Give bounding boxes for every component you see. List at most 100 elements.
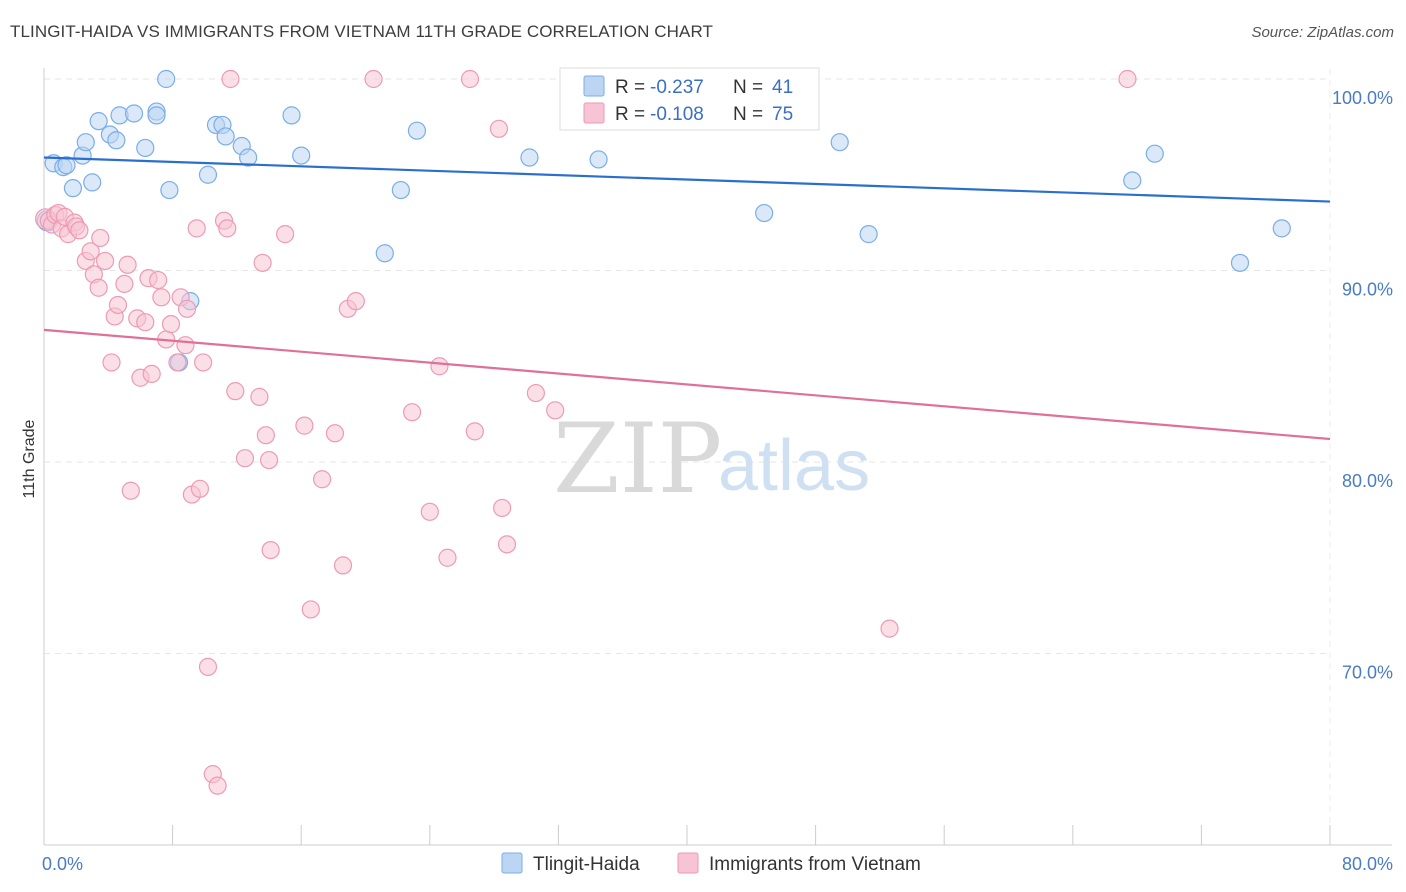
- data-point: [430, 357, 449, 376]
- data-point: [161, 315, 181, 334]
- series-legend-swatch-tlingit-haida: [501, 852, 523, 874]
- y-tick-label: 90.0%: [1342, 280, 1393, 300]
- data-point: [276, 225, 295, 244]
- trend-line-tlingit-haida: [43, 156, 1331, 203]
- data-point: [259, 450, 279, 470]
- legend-n-value-0: 41: [772, 77, 793, 98]
- data-point: [149, 270, 168, 290]
- data-point: [176, 336, 195, 355]
- data-point: [1145, 144, 1164, 163]
- correlation-legend: R = -0.237 N = 41 R = -0.108 N = 75: [559, 67, 820, 131]
- y-tick-label: 100.0%: [1332, 88, 1393, 108]
- data-point: [198, 657, 218, 677]
- data-point: [253, 253, 272, 272]
- data-point: [526, 383, 545, 403]
- data-point: [81, 242, 100, 261]
- watermark-zip: ZIP: [553, 403, 722, 515]
- data-point: [391, 180, 410, 200]
- data-point: [1123, 171, 1142, 190]
- data-point: [420, 502, 439, 521]
- data-point: [142, 364, 161, 384]
- data-point: [239, 148, 258, 167]
- data-point: [115, 274, 134, 294]
- data-point: [364, 69, 383, 89]
- data-point: [187, 219, 206, 238]
- series-legend-swatch-vietnam: [677, 852, 699, 874]
- data-point: [136, 313, 155, 332]
- watermark-atlas: atlas: [718, 426, 870, 506]
- data-point: [256, 426, 275, 445]
- x-tick-label: 80.0%: [1342, 854, 1393, 874]
- data-point: [489, 119, 509, 138]
- data-point: [407, 121, 427, 140]
- watermark: ZIP atlas: [553, 403, 870, 515]
- y-axis-label: 11th Grade: [21, 419, 38, 498]
- data-point: [301, 600, 320, 619]
- data-point: [830, 133, 849, 152]
- data-point: [546, 401, 565, 420]
- data-point: [333, 556, 353, 575]
- data-point: [89, 278, 108, 297]
- data-point: [497, 535, 517, 554]
- data-point: [83, 173, 102, 192]
- data-point: [292, 146, 311, 165]
- data-point: [157, 69, 176, 89]
- series-legend-label-tlingit-haida: Tlingit-Haida: [533, 854, 640, 875]
- data-point: [346, 292, 365, 311]
- data-point: [226, 382, 245, 401]
- legend-swatch-vietnam: [583, 102, 605, 124]
- data-point: [880, 619, 899, 638]
- y-tick-label: 80.0%: [1342, 471, 1393, 491]
- data-point: [177, 299, 197, 318]
- data-point: [375, 244, 394, 263]
- series-legend-label-vietnam: Immigrants from Vietnam: [709, 854, 921, 875]
- series-legend: Tlingit-Haida Immigrants from Vietnam: [501, 852, 921, 875]
- data-point: [235, 449, 255, 468]
- data-point: [194, 353, 213, 372]
- data-point: [108, 295, 128, 315]
- data-point: [589, 150, 608, 169]
- data-point: [121, 481, 140, 500]
- data-point: [208, 776, 227, 795]
- data-point: [57, 156, 76, 175]
- data-point: [1118, 69, 1137, 89]
- legend-r-label-0: R =: [615, 77, 645, 98]
- data-point: [102, 353, 121, 372]
- legend-n-label-0: N =: [733, 77, 763, 98]
- data-point: [755, 203, 774, 223]
- data-point: [859, 225, 878, 244]
- data-point: [1272, 219, 1291, 238]
- data-point: [460, 69, 480, 89]
- data-point: [91, 228, 110, 248]
- legend-r-value-0: -0.237: [650, 77, 704, 98]
- legend-r-value-1: -0.108: [650, 104, 704, 125]
- data-point: [250, 387, 269, 406]
- data-point: [438, 548, 457, 567]
- data-point: [70, 221, 89, 240]
- data-point: [107, 131, 126, 150]
- y-tick-label: 70.0%: [1342, 663, 1393, 683]
- data-point: [160, 180, 179, 200]
- data-point: [63, 179, 83, 198]
- data-point: [198, 165, 218, 184]
- data-point: [282, 106, 301, 125]
- data-point: [124, 104, 144, 123]
- data-point: [95, 251, 115, 271]
- data-point: [152, 288, 171, 307]
- data-point: [493, 498, 512, 518]
- data-point: [218, 219, 237, 238]
- legend-swatch-tlingit-haida: [583, 75, 605, 97]
- axes: 100.0% 90.0% 80.0% 70.0% 0.0% 80.0%: [42, 68, 1393, 874]
- data-point: [295, 416, 314, 435]
- data-point: [216, 127, 235, 146]
- data-point: [89, 112, 108, 131]
- series-tlingit-haida-points: [36, 69, 1291, 372]
- trend-line-vietnam: [43, 328, 1331, 441]
- legend-n-label-1: N =: [733, 104, 763, 125]
- data-point: [76, 133, 95, 152]
- series-vietnam-points: [35, 69, 1137, 795]
- data-point: [1230, 253, 1250, 272]
- data-point: [312, 470, 332, 489]
- legend-n-value-1: 75: [772, 104, 793, 125]
